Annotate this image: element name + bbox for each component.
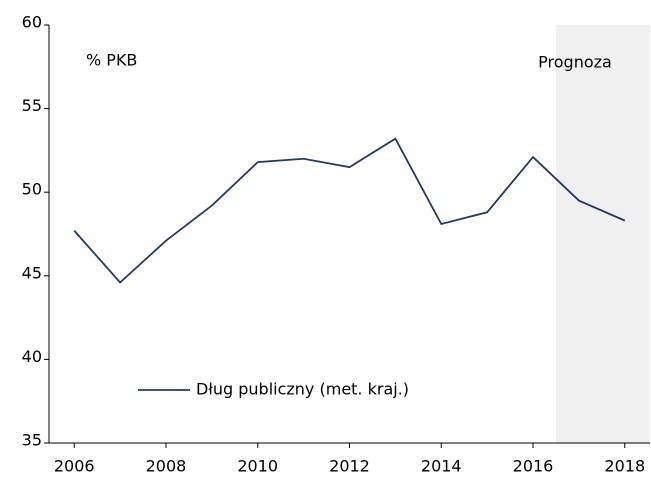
x-tick-label: 2014 <box>421 457 462 476</box>
y-tick-label: 40 <box>22 347 42 366</box>
forecast-shade <box>555 25 650 443</box>
forecast-label: Prognoza <box>538 53 612 72</box>
y-tick-label: 45 <box>22 263 42 282</box>
y-unit-label: % PKB <box>86 51 137 70</box>
y-tick-label: 55 <box>22 96 42 115</box>
series-line <box>73 137 626 284</box>
x-tick-label: 2016 <box>513 457 554 476</box>
x-tick-label: 2006 <box>54 457 95 476</box>
y-tick-label: 60 <box>22 13 42 32</box>
y-tick-label: 35 <box>22 431 42 450</box>
x-tick-label: 2018 <box>604 457 645 476</box>
y-tick-label: 50 <box>22 180 42 199</box>
x-tick-label: 2012 <box>329 457 370 476</box>
x-tick-label: 2010 <box>237 457 278 476</box>
legend-label: Dług publiczny (met. kraj.) <box>196 380 409 399</box>
x-tick-label: 2008 <box>146 457 187 476</box>
